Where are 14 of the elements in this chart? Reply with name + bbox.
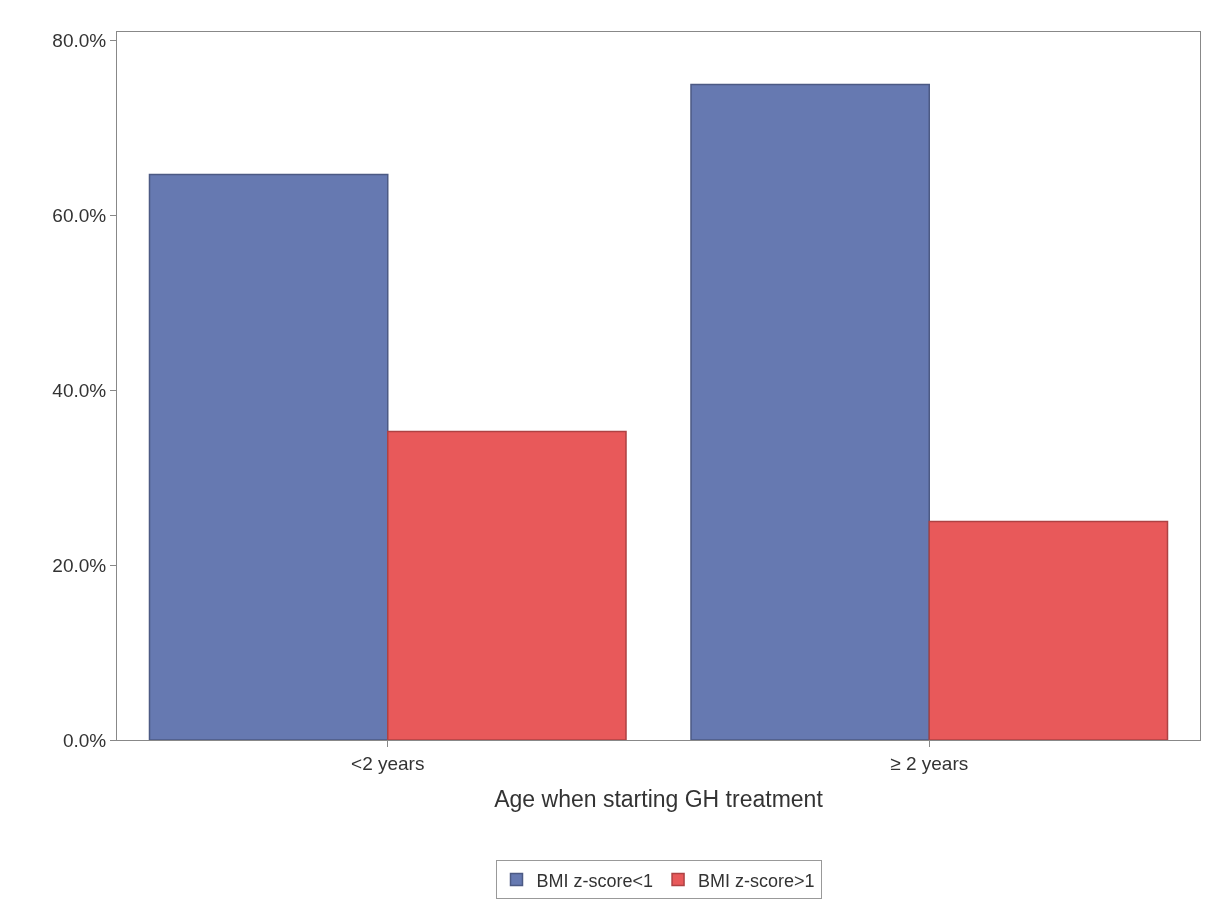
bar — [690, 83, 930, 740]
y-tick-label: 20.0% — [52, 554, 107, 576]
bar — [148, 173, 389, 740]
legend-label: BMI z-score>1 — [698, 870, 815, 891]
x-tick-label: ≥ 2 years — [890, 752, 969, 774]
y-tick-label: 60.0% — [52, 205, 107, 227]
y-tick-label: 40.0% — [52, 380, 107, 402]
bar — [928, 520, 1169, 740]
bar — [387, 430, 627, 740]
x-axis-title: Age when starting GH treatment — [494, 786, 824, 813]
y-tick-label: 0.0% — [62, 729, 107, 751]
x-tick-label: <2 years — [351, 752, 425, 774]
y-tick-label: 80.0% — [52, 30, 107, 52]
legend-label: BMI z-score<1 — [536, 870, 654, 891]
